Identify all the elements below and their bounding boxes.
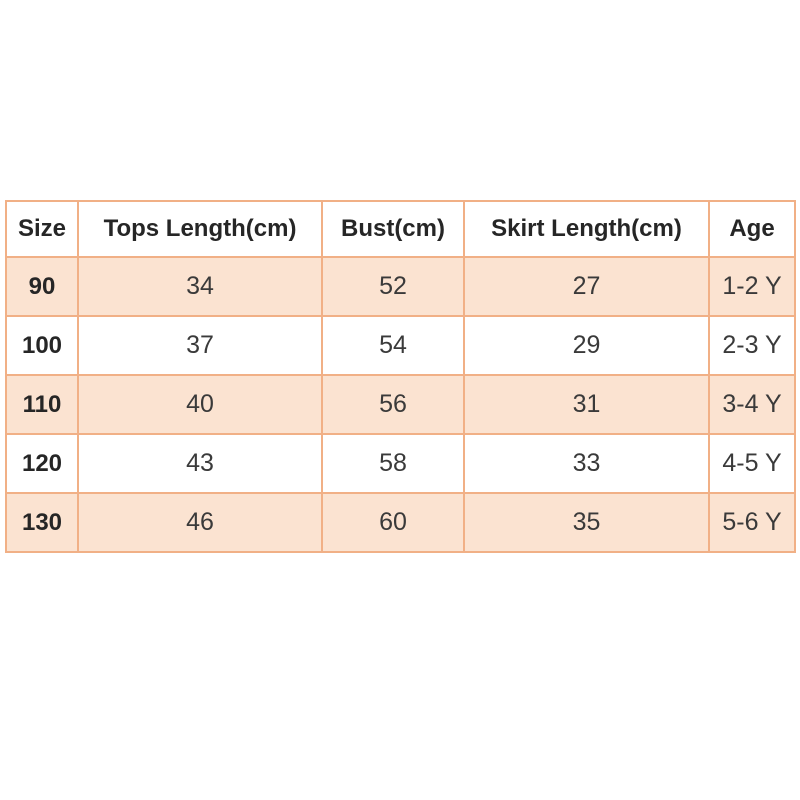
table-cell: 2-3 Y (708, 315, 796, 376)
table-row: 90 34 52 27 1-2 Y (5, 256, 796, 317)
table-cell: 130 (5, 492, 79, 553)
table-cell: 4-5 Y (708, 433, 796, 494)
table-row: 120 43 58 33 4-5 Y (5, 433, 796, 494)
header-cell-size: Size (5, 200, 79, 258)
table-row: 110 40 56 31 3-4 Y (5, 374, 796, 435)
table-cell: 110 (5, 374, 79, 435)
header-cell-bust: Bust(cm) (321, 200, 465, 258)
table-cell: 120 (5, 433, 79, 494)
header-cell-tops-length: Tops Length(cm) (77, 200, 323, 258)
table-cell: 35 (463, 492, 710, 553)
table-cell: 56 (321, 374, 465, 435)
header-cell-skirt-length: Skirt Length(cm) (463, 200, 710, 258)
table-cell: 54 (321, 315, 465, 376)
table-cell: 29 (463, 315, 710, 376)
table-cell: 60 (321, 492, 465, 553)
table-row: 100 37 54 29 2-3 Y (5, 315, 796, 376)
table-cell: 33 (463, 433, 710, 494)
table-cell: 5-6 Y (708, 492, 796, 553)
table-cell: 100 (5, 315, 79, 376)
table-cell: 43 (77, 433, 323, 494)
table-row: 130 46 60 35 5-6 Y (5, 492, 796, 553)
size-chart-container: Size Tops Length(cm) Bust(cm) Skirt Leng… (5, 200, 796, 553)
table-cell: 37 (77, 315, 323, 376)
table-cell: 3-4 Y (708, 374, 796, 435)
table-cell: 40 (77, 374, 323, 435)
table-cell: 31 (463, 374, 710, 435)
table-cell: 34 (77, 256, 323, 317)
header-cell-age: Age (708, 200, 796, 258)
table-cell: 1-2 Y (708, 256, 796, 317)
table-cell: 52 (321, 256, 465, 317)
size-chart-table: Size Tops Length(cm) Bust(cm) Skirt Leng… (5, 200, 796, 553)
table-cell: 90 (5, 256, 79, 317)
table-cell: 58 (321, 433, 465, 494)
header-row: Size Tops Length(cm) Bust(cm) Skirt Leng… (5, 200, 796, 258)
table-cell: 46 (77, 492, 323, 553)
table-cell: 27 (463, 256, 710, 317)
